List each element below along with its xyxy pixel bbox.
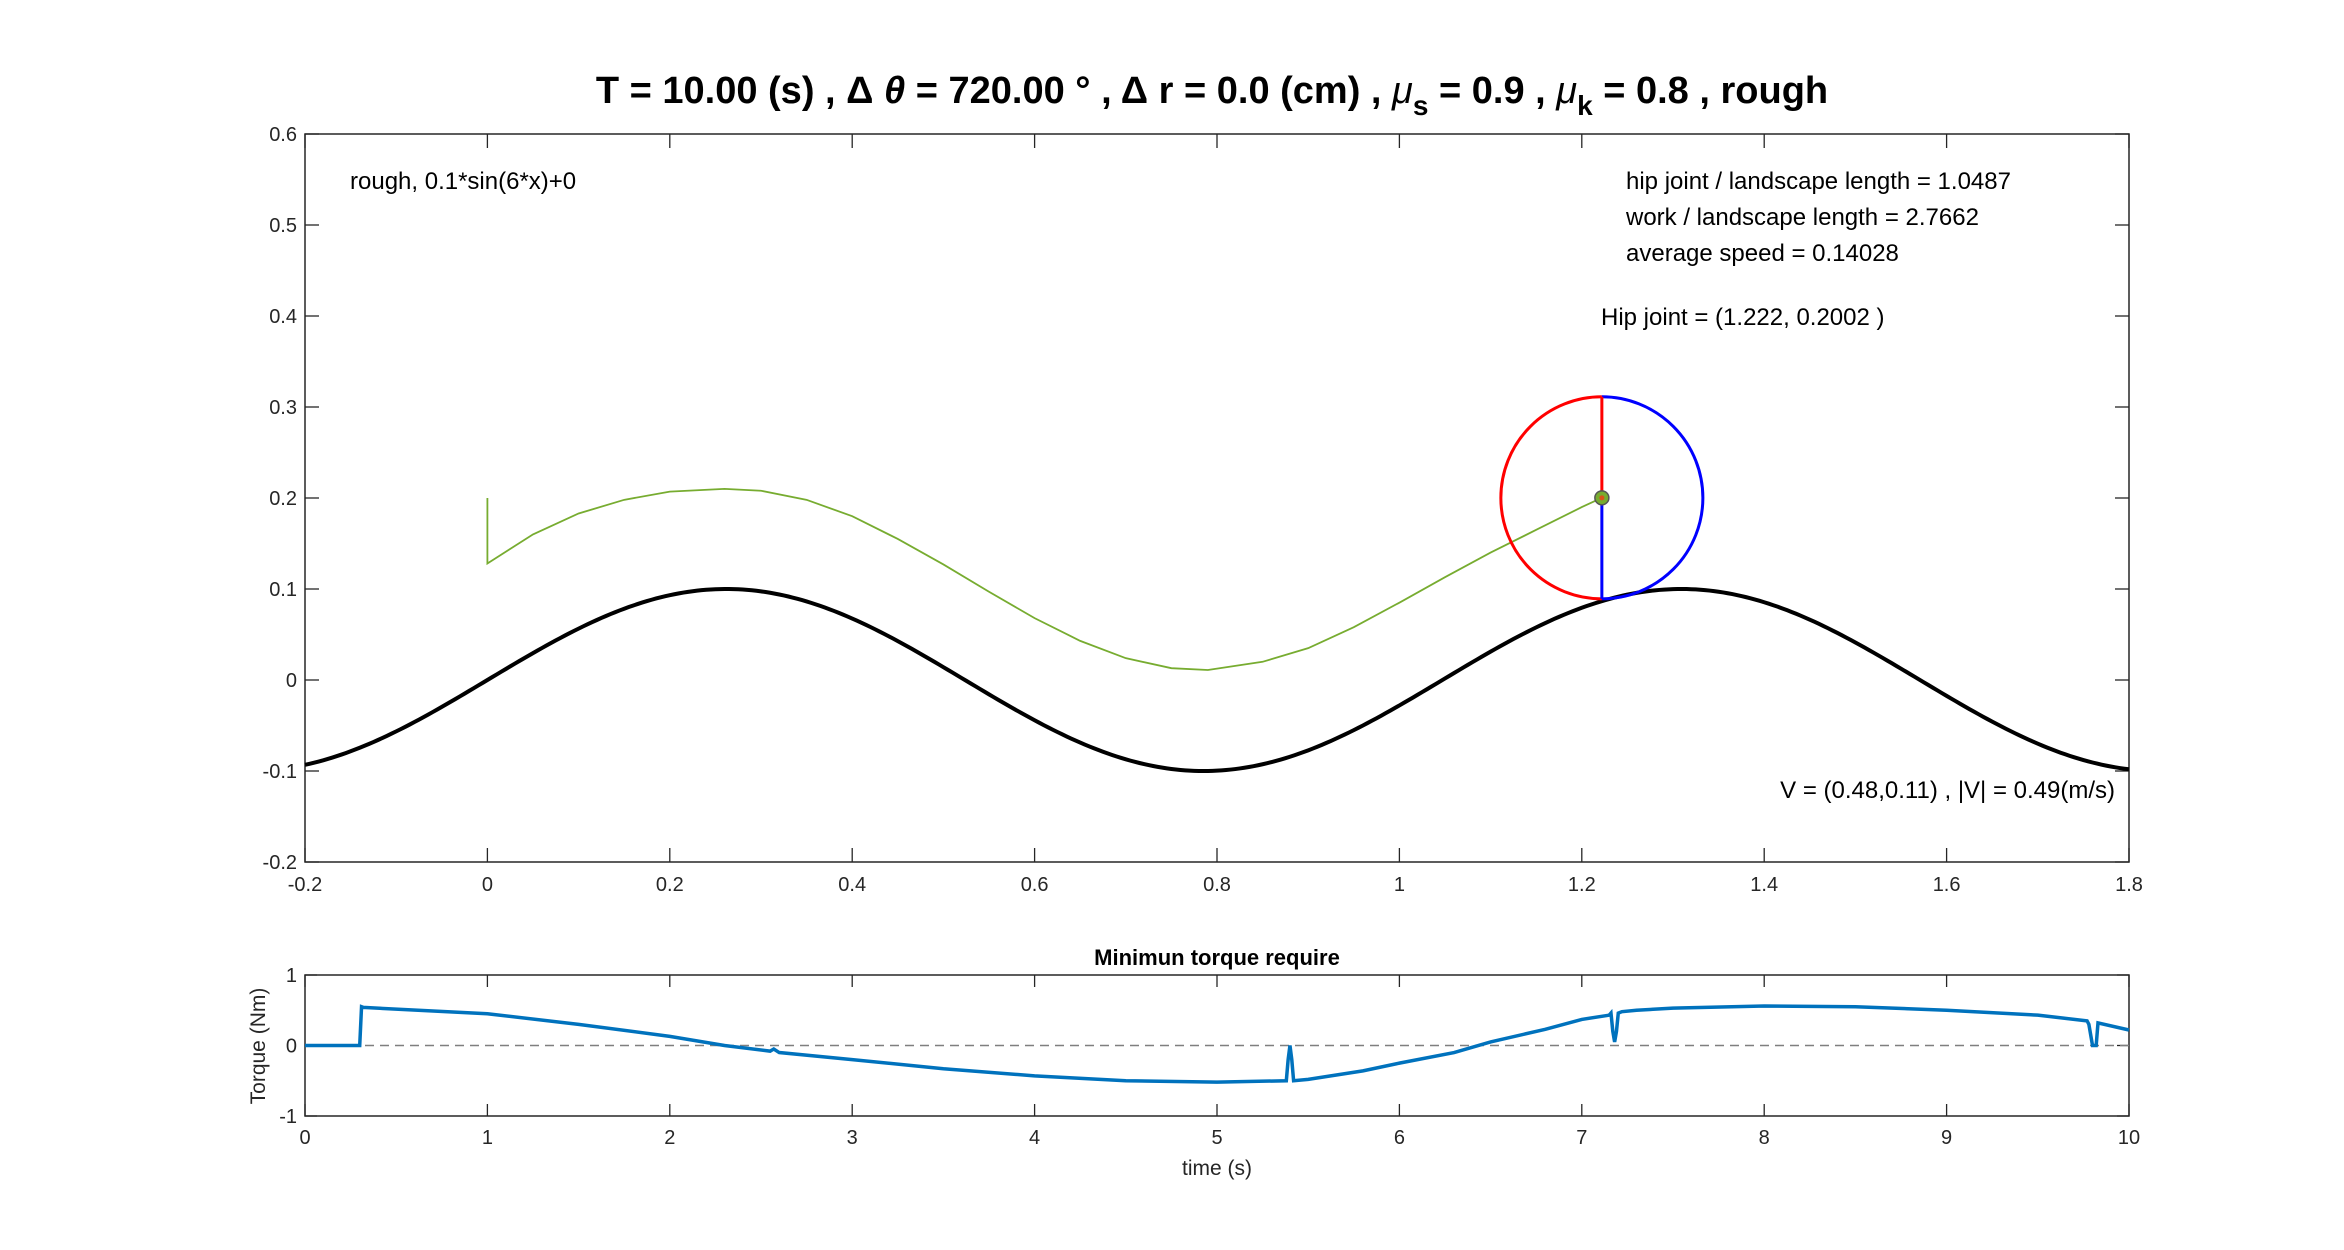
time-tick-label: 1	[482, 1127, 493, 1149]
time-tick-label: 2	[664, 1127, 675, 1149]
velocity-annotation: V = (0.48,0.11) , |V| = 0.49(m/s)	[1780, 777, 2115, 804]
main-plot-tick-labels: -0.2 0 0.2 0.4 0.6 0.8 1 1.2 1.4 1.6 1.8 -0.2 -0.1 0 0…	[263, 124, 2143, 896]
y-tick-label: 0.2	[269, 488, 297, 510]
main-plot-area	[304, 395, 2130, 774]
y-tick-label: -0.1	[263, 761, 297, 783]
torque-tick-label: -1	[279, 1106, 297, 1128]
terrain-annotation: rough, 0.1*sin(6*x)+0	[350, 168, 576, 195]
main-plot-ticks	[304, 133, 2130, 863]
time-tick-label: 3	[847, 1127, 858, 1149]
torque-tick-label: 0	[286, 1036, 297, 1058]
x-tick-label: 1.4	[1750, 874, 1778, 896]
torque-plot-ticks	[304, 974, 2130, 1117]
torque-tick-label: 1	[286, 965, 297, 987]
y-tick-label: 0.1	[269, 579, 297, 601]
x-tick-label: 0.8	[1203, 874, 1231, 896]
torque-plot-title: Minimun torque require	[1094, 945, 1340, 970]
y-tick-label: 0	[286, 670, 297, 692]
hip-ratio-annotation: hip joint / landscape length = 1.0487	[1626, 168, 2011, 195]
torque-plot-ylabel: Torque (Nm)	[247, 988, 270, 1105]
work-ratio-annotation: work / landscape length = 2.7662	[1625, 204, 1979, 231]
time-tick-label: 0	[299, 1127, 310, 1149]
y-tick-label: 0.4	[269, 306, 297, 328]
y-tick-label: 0.5	[269, 215, 297, 237]
x-tick-label: 1.6	[1933, 874, 1961, 896]
x-tick-label: 1.2	[1568, 874, 1596, 896]
x-tick-label: 0.4	[838, 874, 866, 896]
figure-title: T = 10.00 (s) , Δ θ = 720.00 ° , Δ r = 0…	[596, 70, 1828, 121]
x-tick-label: 0.6	[1021, 874, 1049, 896]
x-tick-label: 1	[1394, 874, 1405, 896]
hip-trajectory-line	[486, 487, 1603, 671]
average-speed-annotation: average speed = 0.14028	[1626, 240, 1899, 267]
x-tick-label: 1.8	[2115, 874, 2143, 896]
x-tick-label: 0	[482, 874, 493, 896]
time-tick-label: 8	[1759, 1127, 1770, 1149]
terrain-curve	[304, 586, 2130, 774]
x-tick-label: -0.2	[288, 874, 322, 896]
torque-plot-xlabel: time (s)	[1182, 1157, 1252, 1180]
y-tick-label: -0.2	[263, 852, 297, 874]
time-tick-label: 4	[1029, 1127, 1040, 1149]
wheel-right-half	[1601, 395, 1705, 601]
wheel-left-half	[1499, 395, 1602, 601]
time-tick-label: 9	[1941, 1127, 1952, 1149]
x-tick-label: 0.2	[656, 874, 684, 896]
torque-plot: Minimun torque require 0 1 2 3 4 5 6 7 8 9 10-101 …	[247, 945, 2140, 1180]
time-tick-label: 7	[1576, 1127, 1587, 1149]
main-plot: -0.2 0 0.2 0.4 0.6 0.8 1 1.2 1.4 1.6 1.8 -0.2 -0.1 0 0…	[263, 124, 2143, 896]
y-tick-label: 0.6	[269, 124, 297, 146]
hip-joint-center-dot	[1599, 495, 1605, 501]
main-plot-frame	[304, 133, 2130, 863]
time-tick-label: 6	[1394, 1127, 1405, 1149]
hip-joint-label: Hip joint = (1.222, 0.2002 )	[1601, 304, 1885, 331]
time-tick-label: 5	[1211, 1127, 1222, 1149]
torque-plot-tick-labels: 0 1 2 3 4 5 6 7 8 9 10-101	[279, 965, 2140, 1149]
torque-curve	[305, 1004, 2130, 1084]
time-tick-label: 10	[2118, 1127, 2140, 1149]
y-tick-label: 0.3	[269, 397, 297, 419]
